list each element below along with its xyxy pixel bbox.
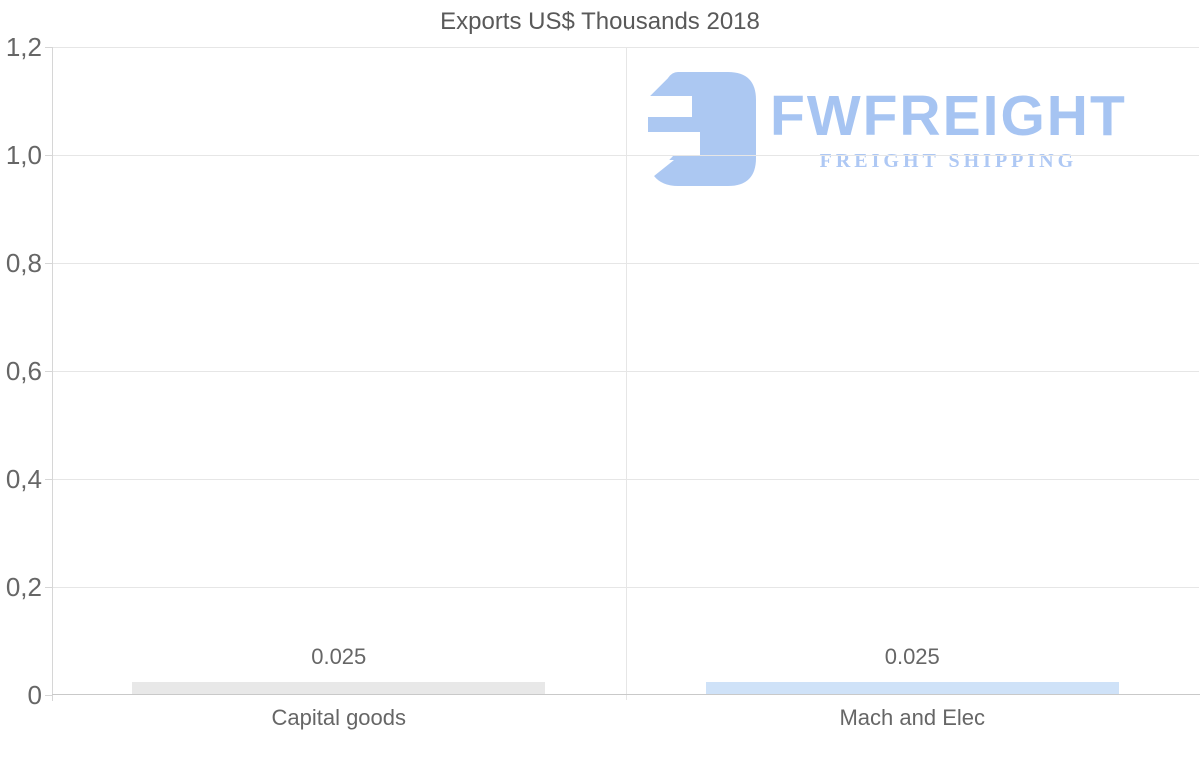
y-axis-line — [52, 47, 53, 701]
y-axis-labels: 0 0,2 0,4 0,6 0,8 1,0 1,2 — [0, 32, 42, 710]
logo-name: FWFREIGHT — [770, 84, 1127, 148]
fwfreight-logo-icon — [648, 72, 756, 186]
y-tick — [45, 695, 52, 696]
chart-title: Exports US$ Thousands 2018 — [440, 8, 760, 35]
y-tick-label: 0 — [27, 680, 42, 710]
bar — [132, 681, 546, 695]
y-tick-label: 1,2 — [5, 32, 42, 62]
y-tick — [45, 371, 52, 372]
category-label: Capital goods — [271, 705, 407, 730]
x-axis-category-labels: Capital goods Mach and Elec — [52, 705, 1199, 737]
y-tick-label: 0,4 — [5, 463, 42, 494]
y-tick — [45, 155, 52, 156]
bar — [705, 681, 1119, 695]
y-tick — [45, 479, 52, 480]
category-label: Mach and Elec — [839, 705, 986, 730]
category-column: 0.025 — [52, 47, 626, 695]
category-column: 0.025 — [626, 47, 1200, 695]
y-tick — [45, 47, 52, 48]
category-divider — [625, 47, 627, 700]
y-axis-ticks — [45, 47, 52, 696]
y-tick-label: 1,0 — [5, 139, 42, 170]
y-tick-label: 0,8 — [5, 247, 42, 278]
x-axis-line — [52, 694, 1200, 695]
bar-value-label: 0.025 — [311, 643, 367, 669]
y-tick-label: 0,2 — [5, 572, 42, 602]
y-tick — [45, 263, 52, 264]
y-tick — [45, 587, 52, 588]
bar-value-label: 0.025 — [884, 643, 940, 669]
bar-series: 0.025 0.025 — [52, 47, 1200, 700]
y-tick-label: 0,6 — [5, 356, 42, 386]
